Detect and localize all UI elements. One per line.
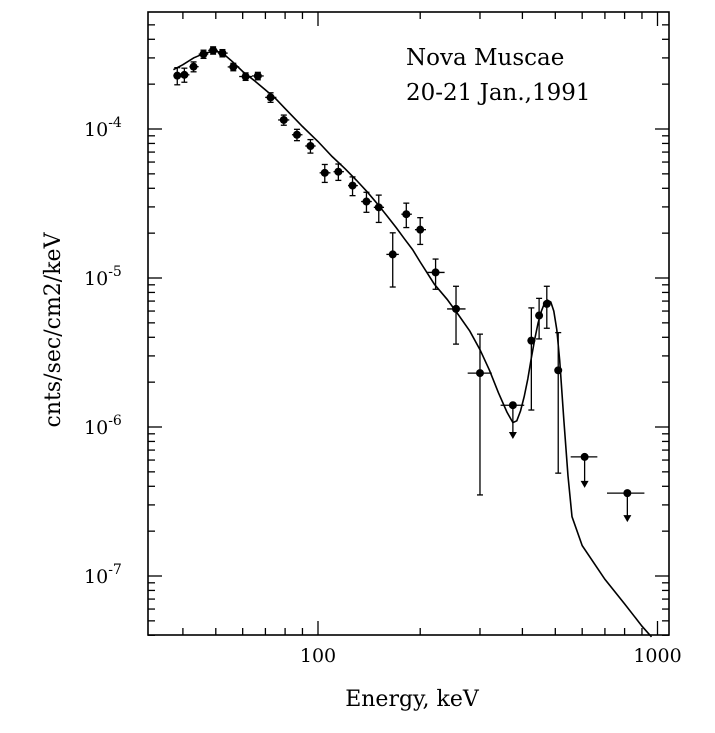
data-point	[416, 225, 425, 234]
model-curve	[173, 50, 653, 638]
upper-limit-arrow	[623, 515, 632, 523]
data-point	[241, 72, 250, 81]
minor-ticks	[148, 12, 669, 636]
x-tick-label: 1000	[633, 645, 681, 667]
data-point	[388, 250, 397, 259]
data-point	[189, 62, 198, 71]
data-point	[292, 130, 301, 139]
data-point	[542, 299, 551, 308]
data-point	[348, 181, 357, 190]
data-point	[266, 93, 275, 102]
data-point	[431, 268, 440, 277]
x-axis-title: Energy, keV	[345, 687, 480, 712]
data-point	[334, 167, 343, 176]
data-points	[173, 46, 645, 523]
data-point	[173, 71, 182, 80]
data-point	[320, 168, 329, 177]
y-tick-label: 10-4	[84, 115, 122, 141]
data-point	[535, 311, 544, 320]
x-tick-labels: 100 1000	[300, 645, 682, 667]
major-ticks	[148, 12, 669, 635]
data-point	[180, 70, 189, 79]
upper-limit-arrow	[508, 432, 517, 440]
data-point	[229, 62, 238, 71]
data-point	[279, 115, 288, 124]
data-point	[580, 452, 589, 461]
data-point	[402, 210, 411, 219]
data-point	[527, 336, 536, 345]
data-point	[623, 489, 632, 498]
y-tick-label: 10-6	[84, 413, 122, 439]
data-point	[209, 46, 218, 55]
annotation-line-1: Nova Muscae	[406, 45, 564, 71]
data-point	[218, 49, 227, 58]
data-point	[253, 71, 262, 80]
y-axis-title: cnts/sec/cm2/keV	[41, 231, 66, 427]
y-tick-label: 10-5	[84, 264, 122, 290]
data-point	[452, 304, 461, 313]
data-point	[508, 401, 517, 410]
data-point	[475, 369, 484, 378]
data-point	[374, 203, 383, 212]
data-point	[554, 366, 563, 375]
data-point	[362, 197, 371, 206]
upper-limit-arrow	[580, 480, 589, 488]
x-tick-label: 100	[300, 645, 336, 667]
data-point	[199, 50, 208, 59]
data-point	[306, 141, 315, 150]
annotation-line-2: 20-21 Jan.,1991	[406, 80, 591, 106]
y-tick-label: 10-7	[84, 562, 122, 588]
y-tick-labels: 10-4 10-5 10-6 10-7	[84, 115, 122, 588]
